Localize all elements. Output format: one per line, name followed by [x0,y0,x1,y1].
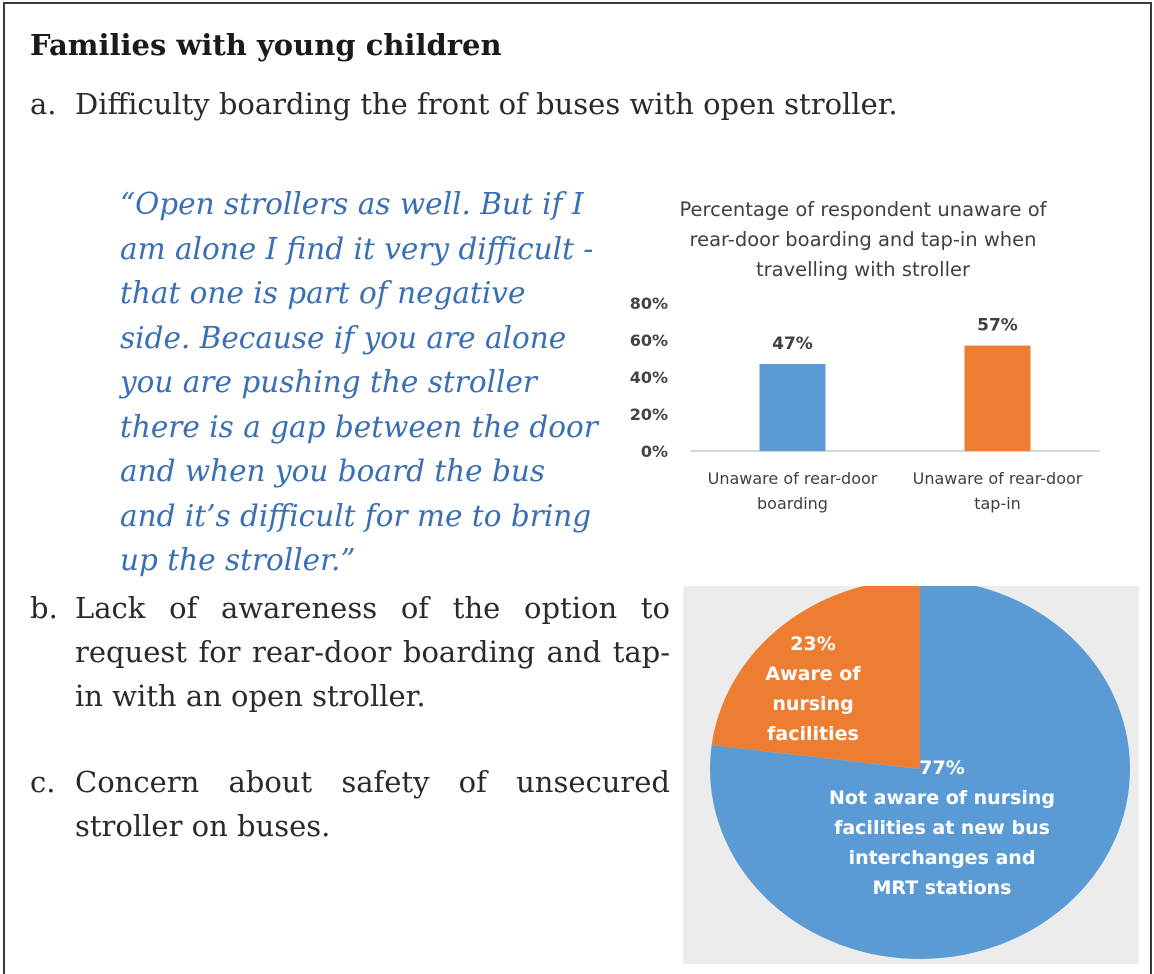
y-tick-label: 80% [630,294,668,313]
pie-slice [711,586,920,769]
list-marker: a. [30,87,57,121]
respondent-quote: “Open strollers as well. But if I am alo… [120,187,598,577]
x-tick-label: tap-in [974,494,1021,513]
list-marker: b. [30,591,58,625]
slice-label: interchanges and [849,847,1036,869]
slice-label: Aware of [765,663,861,685]
y-tick-label: 20% [630,405,668,424]
slice-label: 77% [919,757,964,779]
pie-chart: 23% Aware of nursing facilities 77% Not aware… [683,586,1139,964]
x-tick-label: boarding [757,494,828,513]
slice-label: nursing [772,693,853,715]
bar [964,345,1031,451]
chart-title-line: travelling with stroller [756,258,971,281]
x-tick-label: Unaware of rear-door [708,469,878,488]
bar-data-label: 57% [977,316,1018,336]
section-heading: Families with young children [30,28,502,62]
content-box [3,2,1152,974]
y-tick-label: 0% [641,442,668,461]
list-item-text: Difficulty boarding the front of buses w… [75,87,898,121]
list-marker: c. [30,765,56,799]
list-item-text: Lack of awareness of the option to reque… [75,591,670,713]
slice-label: facilities [767,723,859,745]
bar-chart: Percentage of respondent unaware of rear-… [630,198,1100,513]
bar-data-label: 47% [772,334,813,354]
chart-title-line: rear-door boarding and tap-in when [690,228,1037,251]
slice-label: 23% [790,633,835,655]
pie-slice [710,586,1130,959]
slice-label: MRT stations [873,877,1012,899]
slice-label: Not aware of nursing [829,787,1055,809]
y-tick-label: 40% [630,368,668,387]
bar [759,364,826,451]
chart-title-line: Percentage of respondent unaware of [679,198,1047,221]
list-item-text: Concern about safety of unsecured stroll… [75,765,670,843]
y-tick-label: 60% [630,331,668,350]
x-tick-label: Unaware of rear-door [913,469,1083,488]
slice-label: facilities at new bus [834,817,1050,839]
